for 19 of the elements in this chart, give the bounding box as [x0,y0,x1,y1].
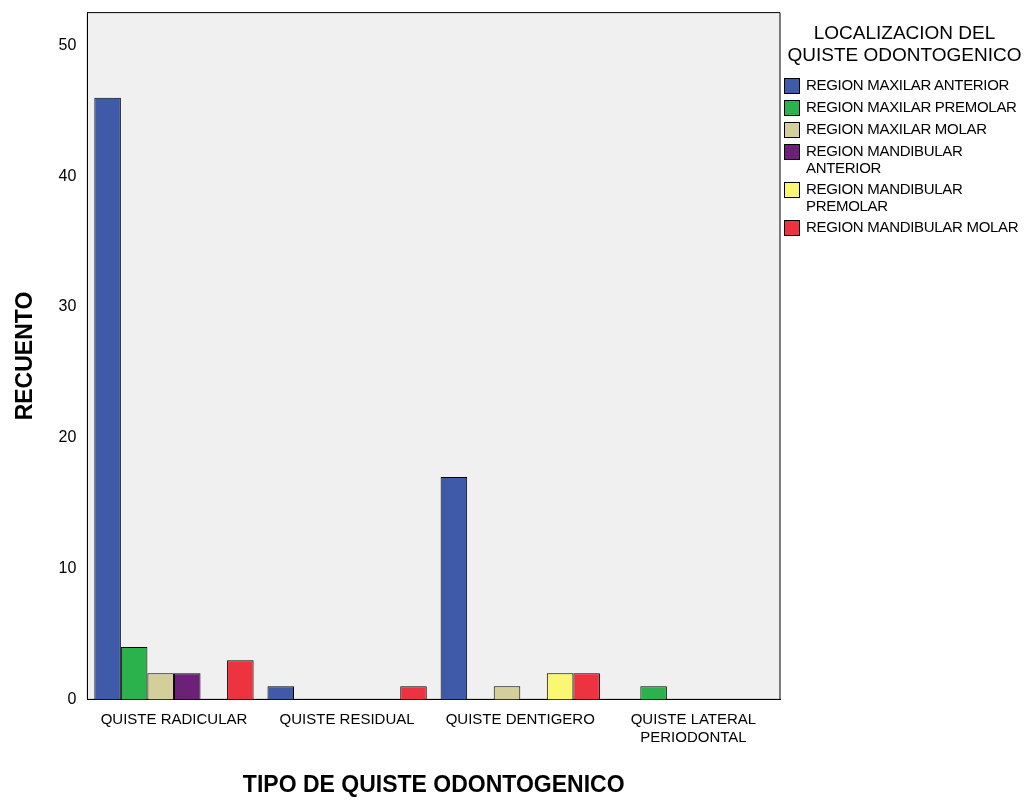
y-tick-label: 50 [58,35,77,53]
y-tick-label: 20 [58,428,77,446]
x-tick-label: QUISTE DENTIGERO [445,709,595,727]
x-tick-label: QUISTE RADICULAR [100,709,248,727]
legend-label: REGION MANDIBULAR PREMOLAR [806,180,964,214]
legend-label: REGION MAXILAR PREMOLAR [806,98,1017,115]
x-tick-label: QUISTE LATERAL PERIODONTAL [630,709,757,745]
y-axis-title: RECUENTO [11,291,38,421]
x-axis-title: TIPO DE QUISTE ODONTOGENICO [242,770,625,797]
legend-title: LOCALIZACION DEL QUISTE ODONTOGENICO [786,22,1023,66]
legend-label: REGION MAXILAR ANTERIOR [806,76,1010,93]
legend-label: REGION MANDIBULAR ANTERIOR [806,142,964,176]
y-tick-label: 10 [58,558,77,576]
legend-label: REGION MAXILAR MOLAR [806,120,987,137]
y-tick-label: 0 [67,689,77,707]
legend-label: REGION MANDIBULAR MOLAR [806,218,1019,235]
x-tick-label: QUISTE RESIDUAL [279,709,415,727]
y-tick-label: 30 [58,297,77,315]
y-tick-label: 40 [58,166,77,184]
